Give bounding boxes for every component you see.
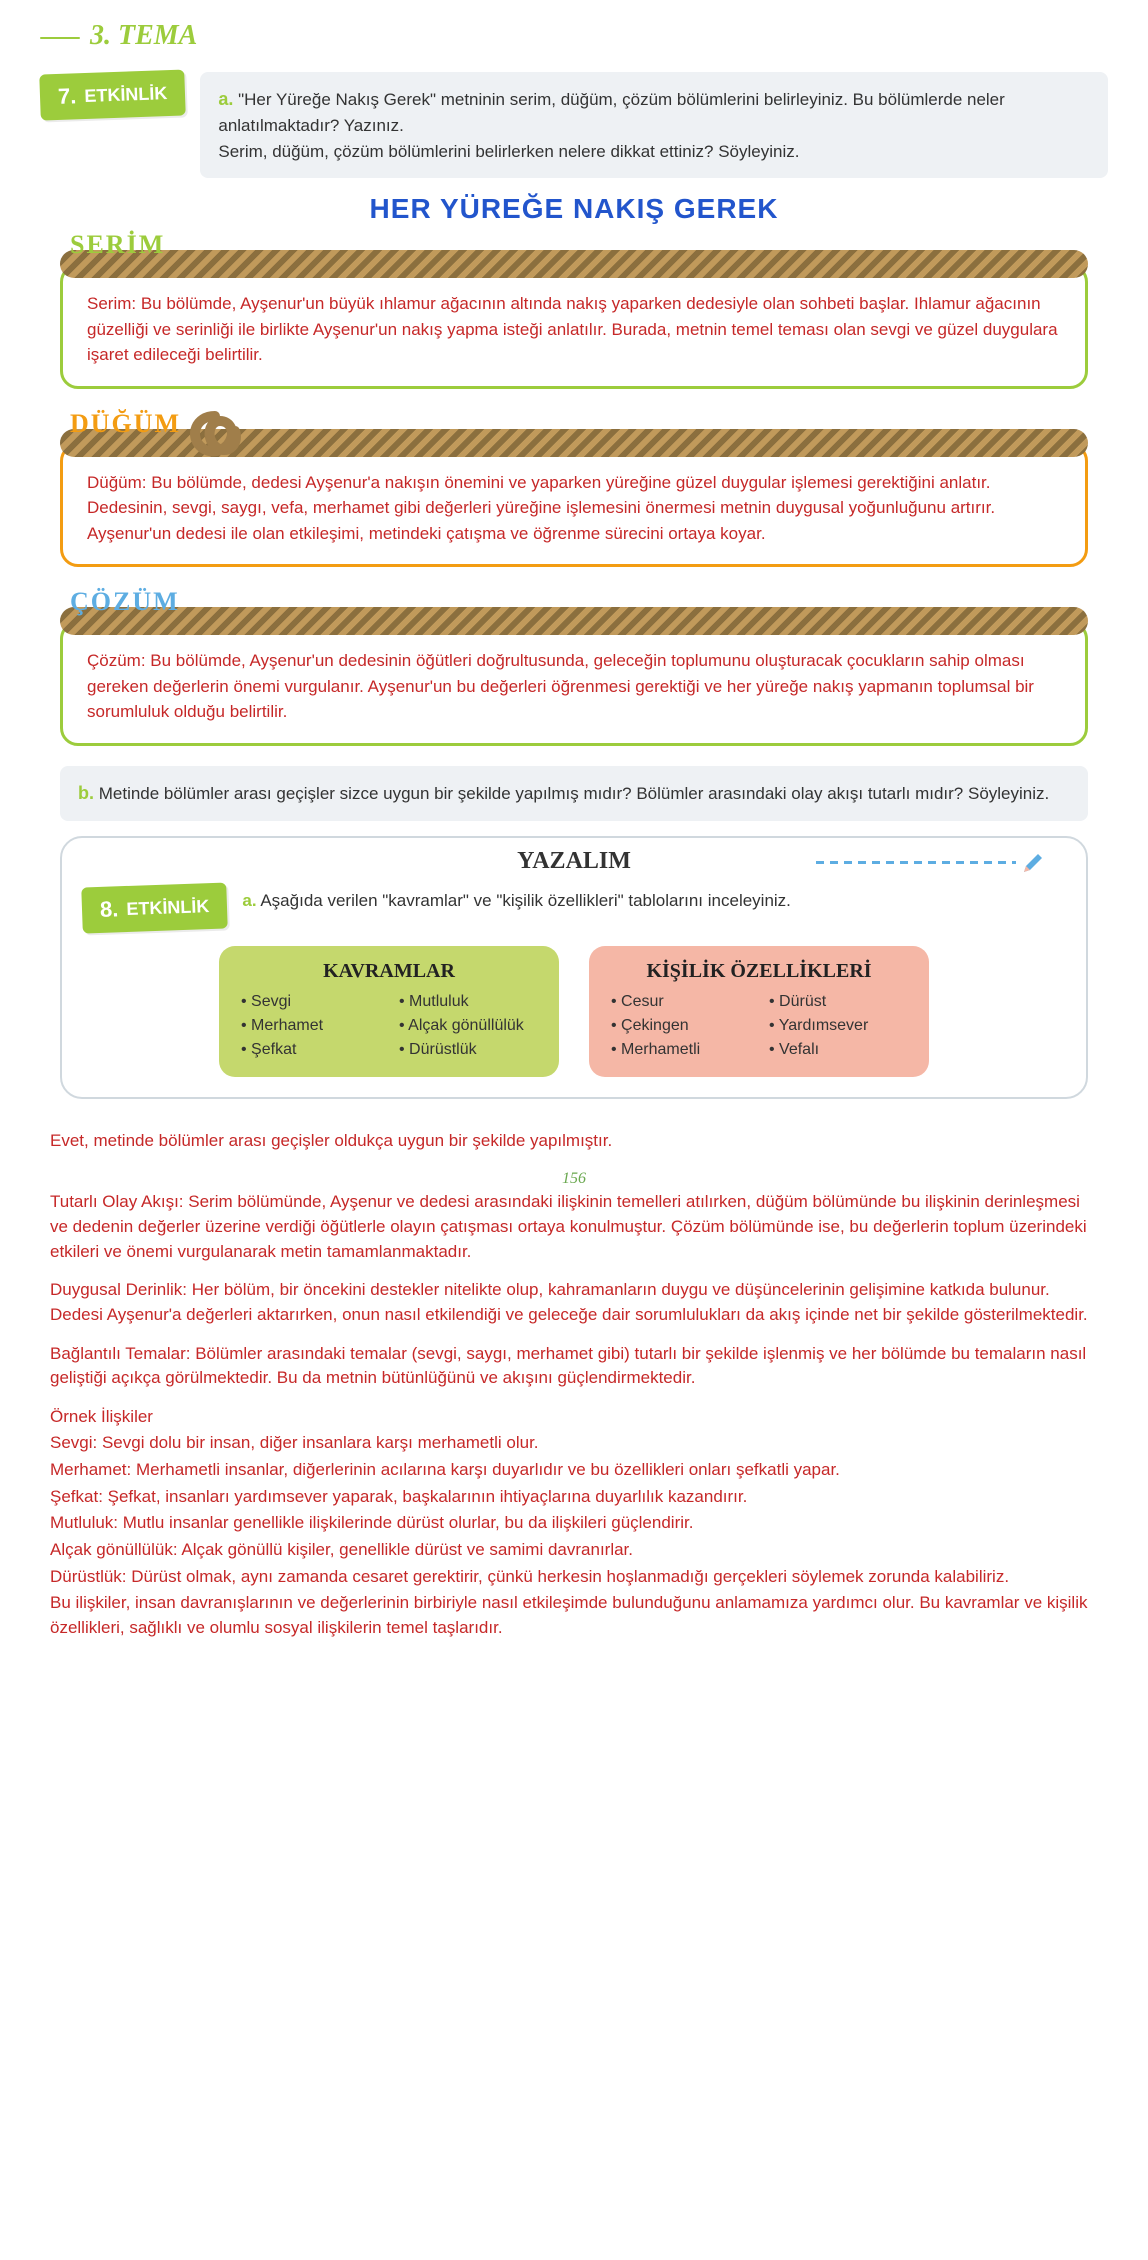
bottom-p6: Sevgi: Sevgi dolu bir insan, diğer insan… [50,1431,1098,1456]
question-7b-letter: b. [78,783,94,803]
etkinlik-8-num: 8. [100,896,119,923]
main-title: HER YÜREĞE NAKIŞ GEREK [40,193,1108,225]
kisilik-item: • Çekingen [611,1017,749,1035]
kavramlar-table: KAVRAMLAR • Sevgi • Mutluluk • Merhamet … [219,946,559,1077]
question-8a-letter: a. [242,891,256,910]
serim-box: Serim: Bu bölümde, Ayşenur'un büyük ıhla… [60,264,1088,389]
kisilik-items: • Cesur • Dürüst • Çekingen • Yardımseve… [611,993,907,1059]
etkinlik-7-label: ETKİNLİK [84,83,168,107]
question-7b-box: b. Metinde bölümler arası geçişler sizce… [60,766,1088,821]
question-7a-box: a. "Her Yüreğe Nakış Gerek" metninin ser… [200,72,1108,178]
question-7a-text: "Her Yüreğe Nakış Gerek" metninin serim,… [218,90,1004,135]
dugum-answer: Düğüm: Bu bölümde, dedesi Ayşenur'a nakı… [87,470,1061,547]
bottom-p4: Bağlantılı Temalar: Bölümler arasındaki … [50,1342,1098,1391]
cozum-box: Çözüm: Bu bölümde, Ayşenur'un dedesinin … [60,621,1088,746]
question-7b-text: Metinde bölümler arası geçişler sizce uy… [99,784,1050,803]
bottom-p1: Evet, metinde bölümler arası geçişler ol… [50,1129,1098,1154]
bottom-p8: Şefkat: Şefkat, insanları yardımsever ya… [50,1485,1098,1510]
etkinlik-8-label: ETKİNLİK [126,895,210,919]
kisilik-item: • Cesur [611,993,749,1011]
serim-answer: Serim: Bu bölümde, Ayşenur'un büyük ıhla… [87,291,1061,368]
tables-row: KAVRAMLAR • Sevgi • Mutluluk • Merhamet … [82,946,1066,1077]
question-7a-sub: Serim, düğüm, çözüm bölümlerini belirler… [218,142,799,161]
kisilik-item: • Vefalı [769,1041,907,1059]
etkinlik-7-badge: 7. ETKİNLİK [39,69,186,120]
bottom-p2: Tutarlı Olay Akışı: Serim bölümünde, Ayş… [50,1190,1098,1264]
pencil-icon [816,850,1046,876]
bottom-p7: Merhamet: Merhametli insanlar, diğerleri… [50,1458,1098,1483]
kisilik-table: KİŞİLİK ÖZELLİKLERİ • Cesur • Dürüst • Ç… [589,946,929,1077]
serim-label: SERİM [70,230,1108,260]
etkinlik-8-badge: 8. ETKİNLİK [81,882,228,933]
bottom-p3: Duygusal Derinlik: Her bölüm, bir önceki… [50,1278,1098,1327]
kavram-item: • Alçak gönüllülük [399,1017,537,1035]
dugum-label: DÜĞÜM [70,409,1108,439]
kavram-item: • Dürüstlük [399,1041,537,1059]
kisilik-item: • Yardımsever [769,1017,907,1035]
etkinlik-7-row: 7. ETKİNLİK a. "Her Yüreğe Nakış Gerek" … [40,72,1108,178]
yazalim-title: YAZALIM [82,838,1066,885]
bottom-p11: Dürüstlük: Dürüst olmak, aynı zamanda ce… [50,1565,1098,1590]
kavram-item: • Sevgi [241,993,379,1011]
bottom-answer-text: Evet, metinde bölümler arası geçişler ol… [40,1109,1108,1675]
cozum-label: ÇÖZÜM [70,587,1108,617]
yazalim-section: YAZALIM 8. ETKİNLİK a. Aşağıda verilen "… [60,836,1088,1099]
bottom-p10: Alçak gönüllülük: Alçak gönüllü kişiler,… [50,1538,1098,1563]
kisilik-item: • Merhametli [611,1041,749,1059]
kavramlar-title: KAVRAMLAR [241,960,537,983]
kisilik-title: KİŞİLİK ÖZELLİKLERİ [611,960,907,983]
kavramlar-items: • Sevgi • Mutluluk • Merhamet • Alçak gö… [241,993,537,1059]
bottom-p12: Bu ilişkiler, insan davranışlarının ve d… [50,1591,1098,1640]
question-7a-letter: a. [218,89,233,109]
question-8a-text: Aşağıda verilen "kavramlar" ve "kişilik … [260,891,791,910]
bottom-p9: Mutluluk: Mutlu insanlar genellikle iliş… [50,1511,1098,1536]
kavram-item: • Şefkat [241,1041,379,1059]
kavram-item: • Mutluluk [399,993,537,1011]
kavram-item: • Merhamet [241,1017,379,1035]
etkinlik-7-num: 7. [58,83,77,110]
question-8a-box: a. Aşağıda verilen "kavramlar" ve "kişil… [242,885,1066,917]
tema-header: 3. TEMA [40,20,1108,52]
bottom-p5: Örnek İlişkiler [50,1405,1098,1430]
kisilik-item: • Dürüst [769,993,907,1011]
etkinlik-8-row: 8. ETKİNLİK a. Aşağıda verilen "kavramla… [82,885,1066,931]
page-number: 156 [50,1167,1098,1190]
cozum-answer: Çözüm: Bu bölümde, Ayşenur'un dedesinin … [87,648,1061,725]
